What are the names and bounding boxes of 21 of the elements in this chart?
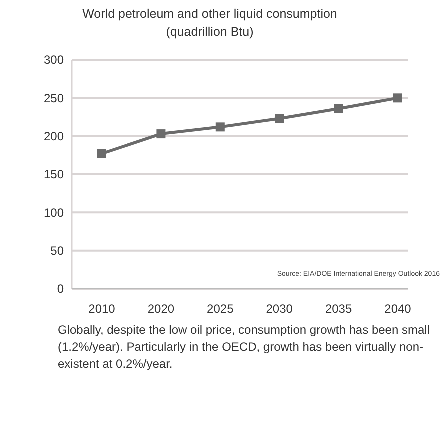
point	[334, 104, 344, 114]
point	[275, 114, 284, 124]
x-tick-label: 2020	[148, 302, 175, 316]
point	[216, 122, 225, 132]
y-tick-label: 250	[44, 91, 64, 106]
point	[394, 94, 402, 103]
x-tick-label: 2010	[88, 302, 116, 316]
point	[156, 130, 166, 139]
y-tick-label: 300	[44, 53, 64, 68]
chart-title: World petroleum and other liquid consumption (quadrillion Btu)	[82, 7, 338, 39]
y-tick-label: 150	[44, 168, 64, 182]
y-tick-label: 50	[50, 244, 64, 258]
y-tick-label: 200	[44, 130, 64, 144]
x-tick-label: 2035	[325, 302, 352, 316]
x-tick-label: 2040	[384, 302, 412, 316]
x-tick-label: 2025	[207, 302, 234, 316]
text: Globally, despite the low oil price, consumption growth has been small (1.2%/year). Particularly in the OECD, growth has been virtually non-existent at 0.2%/year.	[58, 322, 431, 373]
point	[98, 149, 106, 158]
y-tick-label: 100	[44, 206, 64, 220]
y-tick-label: 0	[57, 282, 64, 296]
x-tick-label: 2030	[266, 302, 294, 316]
